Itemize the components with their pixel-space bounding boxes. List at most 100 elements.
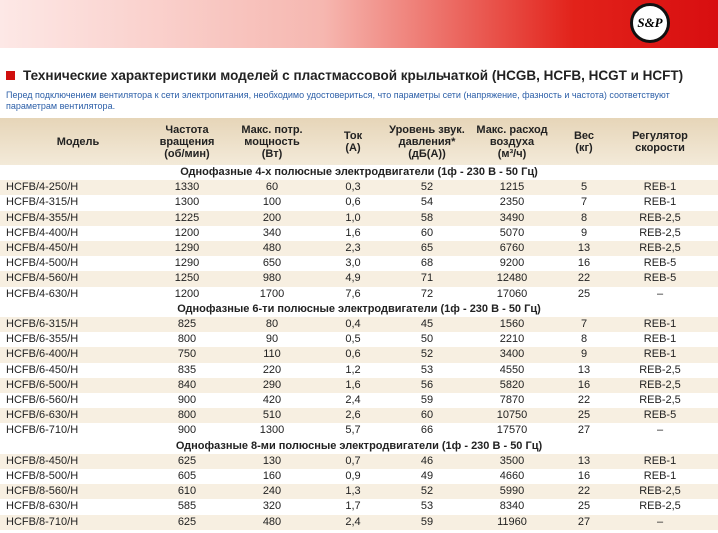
row-bg (0, 484, 718, 500)
cell: – (656, 424, 664, 437)
cell: HCFB/8-630/H (6, 500, 79, 513)
cell: HCFB/6-560/H (6, 394, 79, 406)
cell: 80 (265, 318, 279, 330)
heading: Технические характеристики моделей с пла… (6, 68, 683, 83)
cell: – (656, 515, 664, 528)
cell: REB-2,5 (639, 363, 681, 376)
cell: 4660 (499, 470, 525, 482)
cell: 800 (177, 409, 197, 422)
cell: 650 (262, 257, 282, 270)
cell: 16 (577, 257, 591, 270)
cell: 17570 (496, 424, 528, 437)
cell: 320 (262, 500, 282, 513)
section-title: Однофазные 4-х полюсные электродвигатели… (180, 166, 538, 178)
cell: 7 (580, 196, 588, 209)
cell: HCFB/8-710/H (6, 515, 79, 528)
cell: 90 (265, 333, 279, 346)
cell: 1,0 (345, 211, 361, 224)
cell: 900 (177, 424, 197, 437)
cell: 1200 (174, 226, 200, 239)
cell: REB-2,5 (639, 500, 681, 513)
cell: 1200 (174, 287, 200, 300)
cell: 22 (577, 272, 591, 285)
cell: 45 (420, 318, 434, 330)
row-bg (0, 241, 718, 257)
cell: HCFB/4-400/H (6, 226, 79, 239)
cell: 4550 (499, 363, 525, 376)
column-header: (об/мин) (164, 147, 210, 160)
column-header: (кг) (575, 141, 593, 154)
cell: 25 (577, 287, 591, 300)
cell: 3400 (499, 348, 525, 361)
column-header: Частота (165, 123, 209, 136)
cell: 610 (177, 485, 197, 498)
cell: 22 (577, 394, 591, 406)
cell: 54 (420, 196, 434, 209)
cell: 2,4 (345, 515, 361, 528)
cell: REB-1 (643, 181, 677, 194)
column-header: (м³/ч) (497, 147, 527, 160)
cell: 130 (262, 454, 282, 467)
cell: HCFB/6-400/H (6, 348, 79, 361)
column-header: вращения (159, 135, 215, 148)
cell: 2350 (499, 196, 525, 209)
cell: 68 (420, 257, 434, 270)
cell: 5070 (499, 226, 525, 239)
cell: HCFB/6-315/H (6, 318, 79, 330)
cell: 835 (177, 363, 197, 376)
cell: HCFB/8-560/H (6, 485, 79, 498)
cell: 8340 (499, 500, 525, 513)
cell: HCFB/6-710/H (6, 424, 79, 437)
cell: REB-5 (643, 257, 677, 270)
cell: 3490 (499, 211, 525, 224)
cell: 16 (577, 470, 591, 482)
cell: 25 (577, 500, 591, 513)
cell: 1,6 (345, 378, 361, 391)
cell: 9 (580, 226, 588, 239)
row-bg (0, 377, 718, 393)
cell: 59 (420, 515, 434, 528)
note: Перед подключением вентилятора к сети эл… (6, 90, 670, 111)
cell: HCFB/4-500/H (6, 257, 79, 270)
row-bg (0, 514, 718, 530)
cell: 5990 (499, 485, 525, 498)
cell: REB-1 (643, 196, 677, 209)
cell: 27 (577, 424, 591, 437)
cell: 53 (420, 363, 434, 376)
cell: 8 (580, 333, 588, 346)
cell: REB-5 (643, 272, 677, 285)
cell: 480 (262, 515, 282, 528)
row-bg (0, 347, 718, 363)
column-header: (Вт) (261, 147, 283, 160)
cell: 1700 (259, 287, 285, 300)
cell: HCFB/4-630/H (6, 287, 79, 300)
cell: 420 (262, 394, 282, 406)
row-bg (0, 195, 718, 211)
column-header: Макс. расход (476, 123, 548, 136)
row-bg (0, 423, 718, 439)
cell: 12480 (496, 272, 528, 285)
section-title: Однофазные 8-ми полюсные электродвигател… (175, 439, 543, 452)
cell: 60 (420, 409, 434, 422)
cell: HCFB/4-355/H (6, 211, 79, 224)
cell: 46 (420, 454, 434, 467)
cell: 13 (577, 363, 591, 376)
cell: HCFB/8-450/H (6, 454, 79, 467)
cell: 1,6 (345, 226, 361, 239)
cell: – (656, 287, 664, 300)
cell: 25 (577, 409, 591, 422)
cell: 480 (262, 242, 282, 254)
column-header: давления* (398, 135, 456, 148)
row-bg (0, 499, 718, 515)
cell: 71 (420, 272, 434, 285)
cell: 0,6 (345, 348, 361, 361)
cell: 0,6 (345, 196, 361, 209)
cell: 53 (420, 500, 434, 513)
column-header: Вес (573, 129, 595, 142)
row-bg (0, 469, 718, 485)
row-bg (0, 408, 718, 424)
row-bg (0, 317, 718, 333)
cell: REB-5 (643, 409, 677, 422)
cell: 1215 (499, 181, 525, 194)
cell: 16 (577, 378, 591, 391)
